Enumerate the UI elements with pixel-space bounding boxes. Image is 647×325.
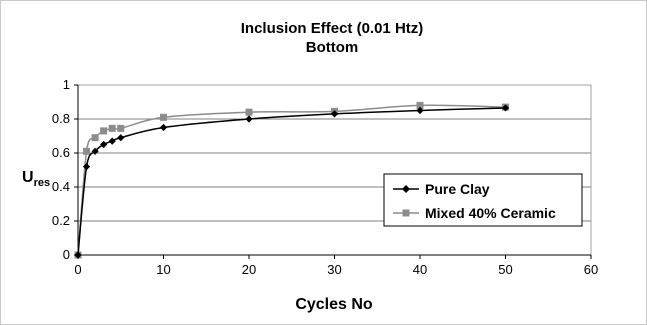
y-tick-label-4: 0.8 xyxy=(52,111,70,126)
series-1-point-3 xyxy=(100,127,108,135)
series-line-0 xyxy=(77,107,506,256)
series-0-point-4 xyxy=(108,137,116,145)
chart-title: Inclusion Effect (0.01 Htz) xyxy=(241,20,424,37)
x-tick-label-3: 30 xyxy=(327,262,341,277)
y-tick-label-5: 1 xyxy=(63,77,70,92)
legend-box xyxy=(383,173,583,227)
series-line-1 xyxy=(77,104,506,256)
chart-subtitle: Bottom xyxy=(306,39,359,56)
y-axis-title-main: U xyxy=(22,169,34,186)
legend: Pure Clay Mixed 40% Ceramic xyxy=(383,173,583,227)
legend-label-mixed-ceramic: Mixed 40% Ceramic xyxy=(425,205,556,221)
series-0-point-7 xyxy=(245,115,253,123)
x-tick-label-4: 40 xyxy=(413,262,427,277)
series-1-point-6 xyxy=(160,113,167,121)
series-0-point-3 xyxy=(100,140,108,149)
y-tick-label-2: 0.4 xyxy=(52,179,70,194)
series-1-point-5 xyxy=(117,124,125,132)
y-axis-title-sub: res xyxy=(34,177,51,189)
series-0-point-8 xyxy=(330,110,339,118)
series-0 xyxy=(74,104,510,259)
x-tick-labels: 0 10 20 30 40 50 60 xyxy=(74,262,598,277)
series-1-point-7 xyxy=(245,108,253,116)
y-axis-title: Ures xyxy=(22,169,50,189)
series-0-point-6 xyxy=(159,123,168,132)
x-tick-label-2: 20 xyxy=(242,262,256,277)
legend-marker-mixed-ceramic xyxy=(402,209,410,217)
series-1-point-1 xyxy=(83,147,91,155)
series-0-point-0 xyxy=(74,251,82,259)
series-0-point-9 xyxy=(416,106,424,115)
legend-label-pure-clay: Pure Clay xyxy=(425,181,490,197)
series-1-point-4 xyxy=(108,124,116,132)
y-tick-label-1: 0.2 xyxy=(52,213,70,228)
series-0-point-1 xyxy=(82,163,91,171)
x-tick-label-0: 0 xyxy=(74,262,81,277)
series-0-point-10 xyxy=(501,104,510,112)
series-0-point-2 xyxy=(91,147,99,155)
y-tick-labels: 0 0.2 0.4 0.6 0.8 1 xyxy=(52,77,70,262)
x-tick-label-1: 10 xyxy=(156,262,170,277)
y-tick-label-0: 0 xyxy=(63,247,70,262)
series-1-point-9 xyxy=(416,101,424,109)
x-axis-title: Cycles No xyxy=(295,296,373,313)
x-tick-label-6: 60 xyxy=(584,262,598,277)
series-layer xyxy=(74,101,510,259)
y-tick-label-3: 0.6 xyxy=(52,145,70,160)
x-tick-label-5: 50 xyxy=(498,262,512,277)
series-1-point-2 xyxy=(91,134,99,142)
legend-marker-pure-clay xyxy=(402,185,410,193)
series-0-point-5 xyxy=(117,134,125,142)
